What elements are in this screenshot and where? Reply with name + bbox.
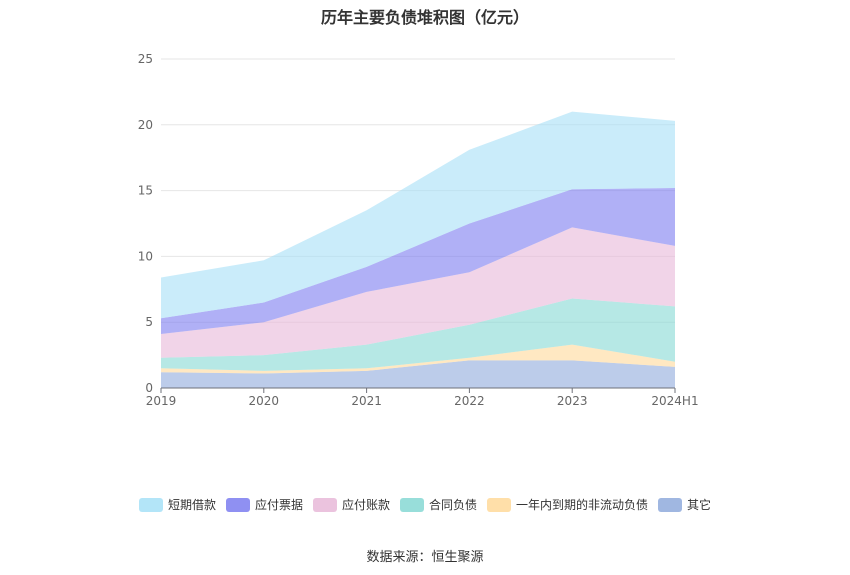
- legend-swatch: [487, 497, 512, 512]
- y-tick-label: 25: [138, 52, 153, 66]
- data-source-note: 数据来源：恒生聚源: [366, 550, 484, 565]
- area-series-应付票据: [161, 188, 675, 334]
- legend: 短期借款 应付票据 应付账款 合同负债 一年内到期的非流动负债 其它: [0, 496, 850, 513]
- area-layer: [161, 111, 675, 388]
- legend-swatch: [225, 497, 250, 512]
- legend-item[interactable]: 应付票据: [225, 496, 303, 513]
- y-tick-label: 15: [138, 184, 153, 198]
- area-series-其它: [161, 360, 675, 388]
- legend-label: 应付票据: [254, 498, 303, 512]
- y-tick-label: 20: [138, 118, 153, 132]
- y-tick-label: 0: [145, 381, 153, 395]
- area-series-应付账款: [161, 227, 675, 358]
- area-series-短期借款: [161, 111, 675, 319]
- legend-label: 应付账款: [341, 498, 390, 512]
- legend-item[interactable]: 短期借款: [138, 496, 216, 513]
- legend-swatch: [138, 497, 163, 512]
- x-tick-label: 2023: [557, 394, 588, 408]
- x-tick-label: 2024H1: [651, 394, 698, 408]
- legend-item[interactable]: 其它: [658, 496, 711, 513]
- y-tick-label: 10: [138, 249, 153, 263]
- legend-label: 一年内到期的非流动负债: [516, 498, 649, 512]
- x-tick-label: 2020: [249, 394, 280, 408]
- area-series-合同负债: [161, 298, 675, 371]
- legend-swatch: [400, 497, 424, 512]
- legend-swatch: [658, 497, 683, 512]
- y-tick-label: 5: [145, 315, 153, 329]
- legend-item[interactable]: 一年内到期的非流动负债: [487, 496, 648, 513]
- x-tick-label: 2022: [454, 394, 485, 408]
- axis-layer: 0 5 10 15 20 25 2019 2020 2021 2022 2023 2024H1: [138, 52, 699, 408]
- legend-label: 合同负债: [429, 498, 478, 512]
- chart-title: 历年主要负债堆积图（亿元）: [320, 8, 529, 27]
- legend-label: 其它: [687, 498, 712, 512]
- legend-swatch: [312, 497, 337, 512]
- x-tick-label: 2021: [351, 394, 382, 408]
- legend-item[interactable]: 合同负债: [400, 496, 477, 513]
- legend-label: 短期借款: [167, 498, 216, 512]
- area-series-一年内到期的非流动负债: [161, 344, 675, 374]
- legend-item[interactable]: 应付账款: [312, 496, 390, 513]
- x-tick-label: 2019: [146, 394, 177, 408]
